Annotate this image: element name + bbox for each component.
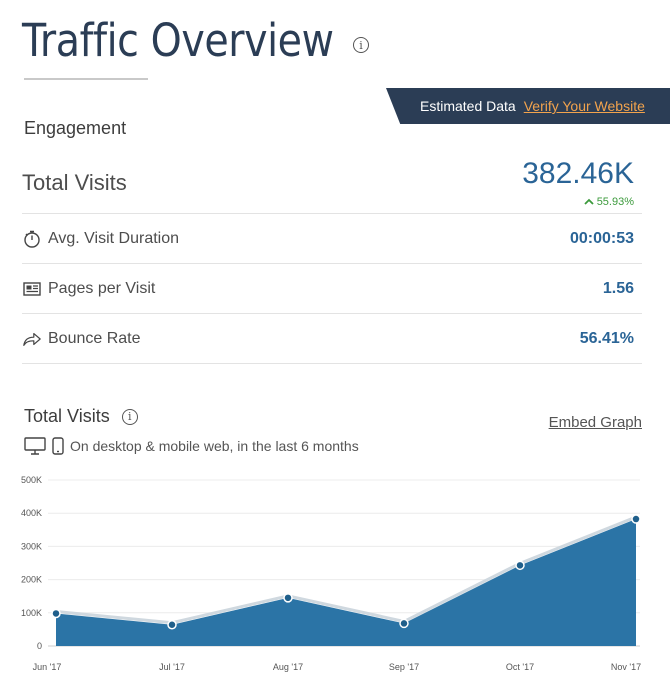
- data-points: [51, 514, 641, 630]
- avg-visit-duration-row: Avg. Visit Duration 00:00:53: [22, 214, 642, 264]
- pages-per-visit-label-group: Pages per Visit: [22, 279, 155, 299]
- arrow-up-icon: [584, 198, 594, 205]
- pages-icon: [22, 279, 42, 299]
- visits-change-value: 55.93%: [596, 195, 634, 208]
- x-tick-label: Jul '17: [159, 662, 185, 672]
- total-visits-chart: 0 100K 200K 300K 400K 500K Jun '17 Jul '17 Aug …: [21, 475, 641, 672]
- total-visits-row: Total Visits 382.46K 55.93%: [22, 153, 642, 214]
- bounce-rate-row: Bounce Rate 56.41%: [22, 314, 642, 364]
- total-visits-label: Total Visits: [22, 170, 127, 195]
- pages-per-visit-label: Pages per Visit: [48, 279, 156, 297]
- x-tick-label: Oct '17: [506, 662, 534, 672]
- visits-area: [56, 519, 636, 646]
- estimated-data-label: Estimated Data: [420, 98, 516, 114]
- y-tick-label: 0: [37, 641, 42, 651]
- visits-change: 55.93%: [584, 196, 634, 208]
- desktop-icon: [24, 437, 46, 455]
- info-icon[interactable]: i: [353, 37, 369, 53]
- avg-visit-duration-label-group: Avg. Visit Duration: [22, 229, 179, 249]
- x-tick-label: Jun '17: [33, 662, 62, 672]
- y-tick-label: 300K: [21, 541, 42, 551]
- stopwatch-icon: [22, 229, 42, 249]
- title-row: Traffic Overview: [22, 14, 376, 67]
- y-tick-label: 200K: [21, 575, 42, 585]
- x-tick-label: Aug '17: [273, 662, 303, 672]
- avg-visit-duration-value: 00:00:53: [569, 229, 634, 247]
- chart-info-icon[interactable]: i: [121, 408, 138, 425]
- total-visits-value-block: 382.46K 55.93%: [522, 156, 642, 210]
- verify-website-link[interactable]: Verify Your Website: [523, 98, 645, 114]
- x-tick-label: Sep '17: [389, 662, 419, 672]
- chart-title-row: Total Visits i: [24, 406, 138, 427]
- bounce-rate-label: Bounce Rate: [48, 329, 141, 347]
- y-axis-ticks: 0 100K 200K 300K 400K 500K: [21, 475, 42, 651]
- data-point[interactable]: [399, 618, 409, 629]
- title-divider: [24, 78, 148, 80]
- x-tick-label: Nov '17: [611, 662, 641, 672]
- data-point[interactable]: [167, 620, 177, 630]
- x-axis-ticks: Jun '17 Jul '17 Aug '17 Sep '17 Oct '17 Nov '…: [33, 662, 641, 672]
- bounce-rate-value: 56.41%: [579, 329, 634, 347]
- estimated-data-banner: Estimated Data Verify Your Website: [386, 88, 670, 124]
- chart-title: Total Visits: [24, 406, 110, 426]
- visits-line: [55, 515, 637, 625]
- data-point[interactable]: [51, 608, 61, 619]
- chart-subtitle-row: On desktop & mobile web, in the last 6 m…: [24, 437, 359, 455]
- engagement-heading: Engagement: [24, 118, 127, 138]
- y-tick-label: 500K: [21, 475, 42, 485]
- pages-per-visit-value: 1.56: [602, 279, 634, 297]
- bounce-arrow-icon: [22, 329, 42, 349]
- total-visits-value: 382.46K: [522, 157, 634, 190]
- pages-per-visit-row: Pages per Visit 1.56: [22, 264, 642, 314]
- page-title: Traffic Overview: [22, 14, 334, 67]
- bounce-rate-label-group: Bounce Rate: [22, 329, 141, 349]
- chart-subtitle: On desktop & mobile web, in the last 6 m…: [70, 438, 359, 454]
- data-point[interactable]: [515, 560, 525, 571]
- y-tick-label: 400K: [21, 508, 42, 518]
- y-tick-label: 100K: [21, 608, 42, 618]
- data-point[interactable]: [283, 593, 293, 603]
- avg-visit-duration-label: Avg. Visit Duration: [48, 229, 180, 247]
- embed-graph-link[interactable]: Embed Graph: [548, 414, 642, 431]
- data-point[interactable]: [631, 514, 641, 524]
- mobile-icon: [52, 437, 64, 455]
